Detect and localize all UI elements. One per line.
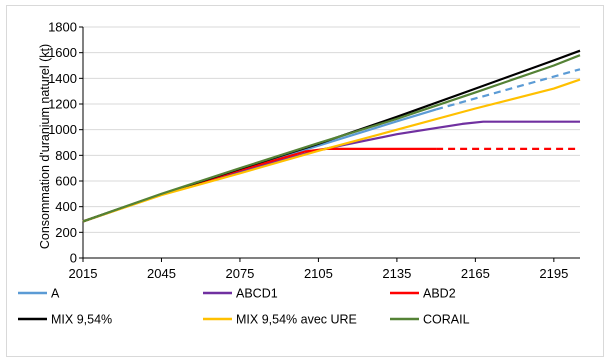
- legend-label-mix-9-54: MIX 9,54%: [51, 313, 112, 327]
- y-tick-label: 600: [55, 174, 77, 189]
- legend: A ABCD1 ABD2 MIX 9,54% MIX 9,54% avec URE COR…: [18, 287, 470, 327]
- y-tick-label: 800: [55, 148, 77, 163]
- y-tick-label: 400: [55, 199, 77, 214]
- legend-label-corail: CORAIL: [423, 313, 470, 327]
- series-line-abd2: [82, 147, 437, 223]
- x-tick-label: 2195: [539, 266, 568, 281]
- series-lines: [82, 49, 581, 223]
- legend-label-a: A: [51, 287, 60, 301]
- y-tick-label: 0: [70, 251, 77, 266]
- y-tick-label: 1800: [48, 20, 77, 35]
- series-dashed-a: [435, 68, 581, 111]
- y-tick-label: 200: [55, 225, 77, 240]
- legend-label-mix-9-54-avec-ure: MIX 9,54% avec URE: [236, 313, 357, 327]
- x-tick-label: 2045: [147, 266, 176, 281]
- gridlines: [79, 26, 580, 262]
- series-line-mix-9-54-avec-ure: [82, 78, 581, 223]
- legend-label-abd2: ABD2: [423, 287, 456, 301]
- y-tick-labels: 0 200 400 600 800 1000 1200 1400 1600 1800: [48, 20, 77, 266]
- x-tick-label: 2135: [382, 266, 411, 281]
- axes: [82, 27, 580, 259]
- x-tick-label: 2105: [304, 266, 333, 281]
- y-tick-label: 1200: [48, 97, 77, 112]
- x-tick-label: 2015: [69, 266, 98, 281]
- x-tick-label: 2165: [461, 266, 490, 281]
- x-tick-label: 2075: [225, 266, 254, 281]
- y-tick-label: 1400: [48, 71, 77, 86]
- y-tick-label: 1600: [48, 45, 77, 60]
- y-axis-label: Consommation d'uranium naturel (kt): [38, 44, 52, 249]
- legend-label-abcd1: ABCD1: [236, 287, 278, 301]
- y-tick-label: 1000: [48, 122, 77, 137]
- series-line-corail: [82, 54, 581, 223]
- x-tick-labels: 2015 2045 2075 2105 2135 2165 2195: [69, 266, 569, 281]
